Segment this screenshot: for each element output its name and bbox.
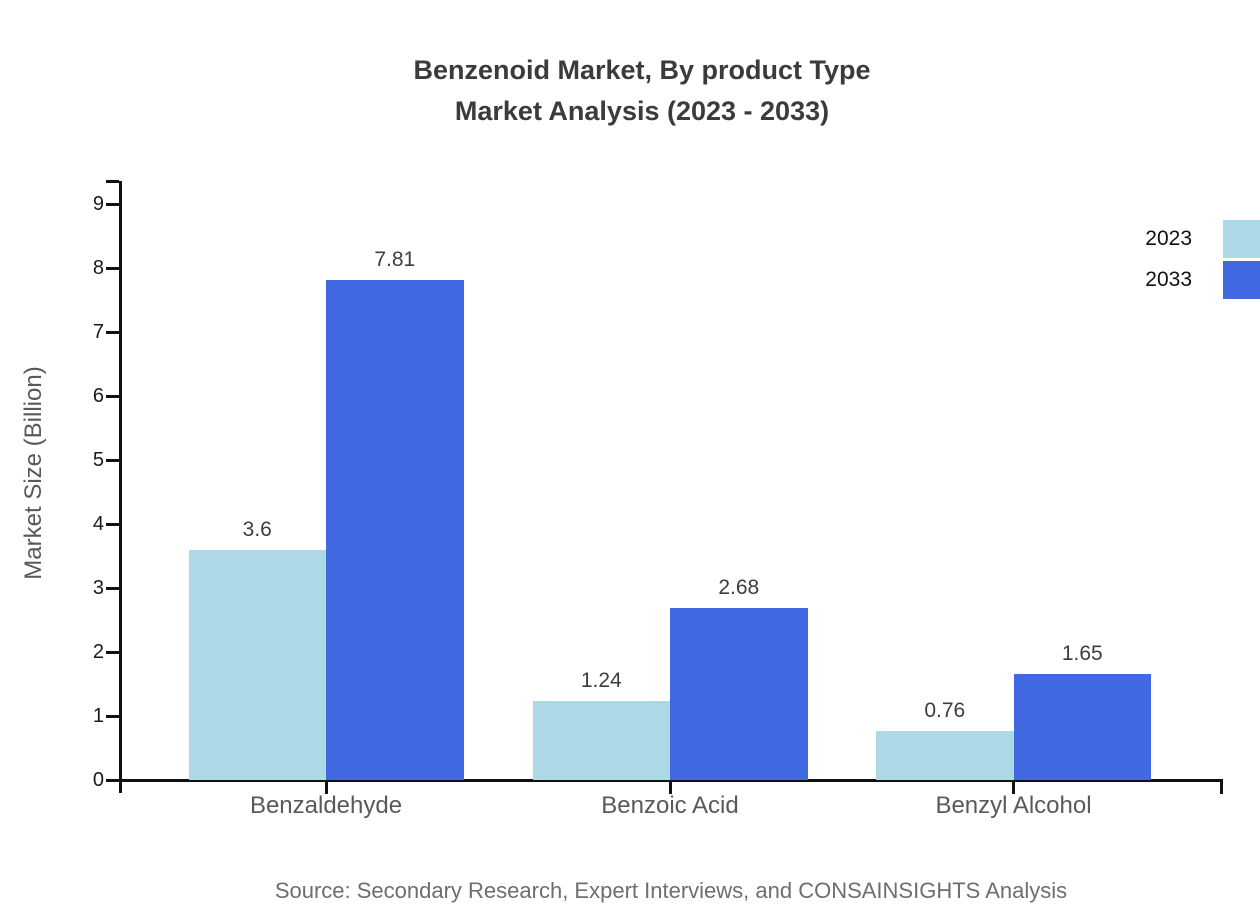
bar-value-label-2023-benzoic-acid: 1.24 — [580, 668, 622, 692]
y-tick-1 — [106, 715, 119, 718]
source-note: Source: Secondary Research, Expert Inter… — [274, 878, 1068, 903]
y-tick-label-7: 7 — [92, 321, 104, 343]
y-tick-7 — [106, 331, 119, 334]
legend-item-2023: 2023 — [1145, 220, 1260, 258]
x-tick-2 — [1012, 781, 1015, 794]
y-tick-label-6: 6 — [92, 385, 104, 407]
y-tick-label-5: 5 — [92, 449, 104, 471]
y-tick-label-8: 8 — [92, 257, 104, 279]
y-tick-label-4: 4 — [92, 513, 104, 535]
bar-value-label-2023-benzaldehyde: 3.6 — [242, 517, 272, 541]
bar-value-label-2033-benzoic-acid: 2.68 — [718, 576, 760, 600]
x-category-label-0: Benzaldehyde — [249, 792, 403, 819]
x-tick-1 — [668, 781, 672, 794]
bar-value-label-2023-benzyl-alcohol: 0.76 — [924, 699, 966, 723]
y-tick-2 — [106, 651, 119, 654]
legend-swatch-2023-icon — [1223, 220, 1260, 258]
y-tick-8 — [106, 267, 119, 270]
y-tick-label-0: 0 — [92, 769, 104, 791]
x-category-label-1: Benzoic Acid — [601, 792, 739, 819]
bar-2033-benzyl-alcohol — [1013, 674, 1151, 780]
y-tick-label-3: 3 — [92, 577, 104, 599]
y-tick-9 — [106, 203, 119, 206]
bar-value-label-2033-benzyl-alcohol: 1.65 — [1061, 642, 1103, 666]
bar-2023-benzyl-alcohol — [876, 731, 1014, 780]
x-tick-0 — [324, 781, 328, 794]
chart-title-line1: Benzenoid Market, By product Type — [413, 55, 871, 85]
bar-2033-benzoic-acid — [670, 608, 808, 780]
y-tick-label-2: 2 — [92, 641, 104, 663]
y-axis-line — [119, 181, 122, 793]
x-axis-end-tick — [1220, 781, 1223, 794]
bar-2023-benzaldehyde — [188, 549, 326, 780]
bar-2033-benzaldehyde — [326, 280, 464, 780]
legend-item-2033: 2033 — [1145, 261, 1260, 299]
y-tick-label-1: 1 — [92, 705, 104, 727]
legend-label-2033: 2033 — [1145, 268, 1192, 291]
chart-title-line2: Market Analysis (2023 - 2033) — [454, 96, 830, 126]
legend: 2023 2033 — [1145, 220, 1260, 299]
bar-2023-benzoic-acid — [532, 700, 670, 780]
legend-swatch-2033-icon — [1223, 261, 1260, 299]
y-axis-end-tick — [106, 180, 119, 183]
y-tick-label-9: 9 — [92, 193, 104, 215]
y-tick-0 — [106, 779, 119, 782]
chart-title: Benzenoid Market, By product Type Market… — [24, 50, 1260, 132]
y-tick-4 — [106, 523, 119, 526]
x-category-label-2: Benzyl Alcohol — [935, 792, 1092, 819]
x-axis-line — [119, 779, 1223, 782]
legend-label-2023: 2023 — [1145, 227, 1192, 250]
bar-value-label-2033-benzaldehyde: 7.81 — [374, 248, 416, 272]
y-tick-3 — [106, 587, 119, 590]
y-tick-5 — [106, 459, 119, 462]
y-tick-6 — [106, 395, 119, 398]
